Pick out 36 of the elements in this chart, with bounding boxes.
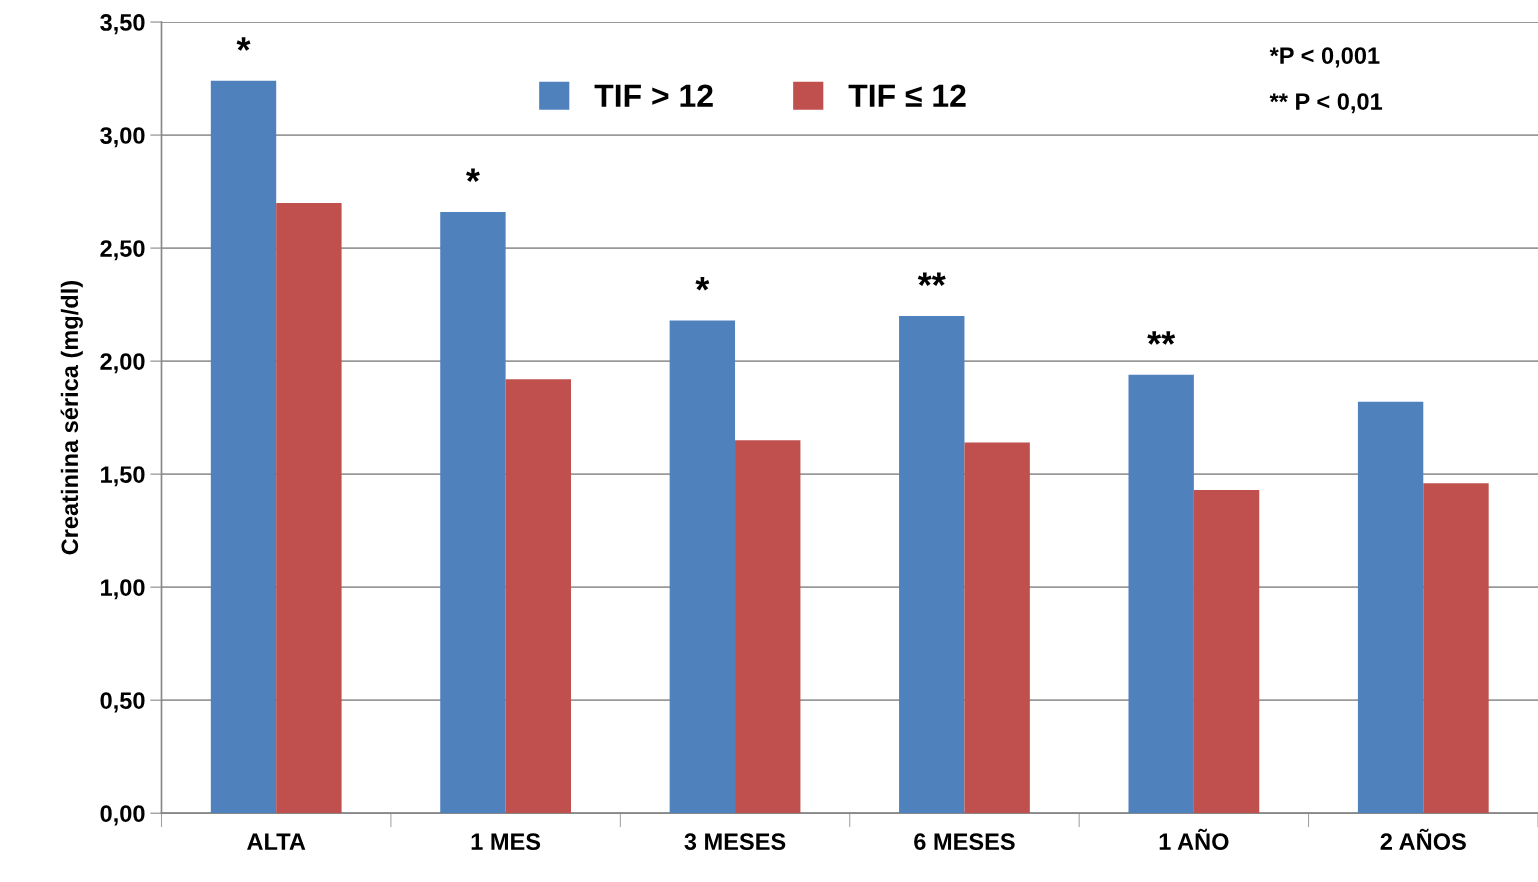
- bar: [669, 320, 736, 814]
- bar: [276, 202, 342, 814]
- bar: [899, 315, 965, 814]
- x-tick-label: 2 AÑOS: [1380, 828, 1466, 850]
- y-tick-label: 0,50: [100, 692, 145, 713]
- legend-label: TIF ≤ 12: [848, 84, 966, 107]
- bar: [1357, 401, 1424, 814]
- annotation: *: [466, 168, 480, 182]
- y-tick-label: 2,50: [100, 240, 145, 261]
- annotation: *: [695, 276, 710, 291]
- y-tick-label: 3,00: [100, 127, 145, 148]
- y-tick-label: 3,50: [100, 14, 145, 35]
- annotation: **: [1147, 331, 1176, 345]
- bar: [1128, 374, 1194, 814]
- annotation: *: [236, 37, 251, 51]
- bar: [964, 442, 1030, 814]
- x-tick-label: 1 MES: [471, 833, 541, 850]
- y-tick-label: 0,00: [100, 805, 145, 826]
- x-tick-label: 3 MESES: [684, 833, 786, 851]
- y-tick-label: 1,00: [101, 579, 145, 600]
- bar: [1193, 489, 1260, 814]
- bar: [210, 80, 277, 814]
- bar: [505, 379, 571, 814]
- y-tick-label: 1,50: [101, 466, 145, 487]
- legend-label: TIF > 12: [594, 84, 713, 107]
- y-axis-title: Creatinina sérica (mg/dl): [60, 281, 83, 555]
- bar: [440, 211, 506, 814]
- x-tick-label: 6 MESES: [914, 833, 1015, 850]
- bar: [1423, 483, 1489, 814]
- y-tick-label: 2,00: [100, 353, 145, 374]
- annotation: *P < 0,001: [1269, 47, 1380, 68]
- annotation: **: [917, 272, 946, 286]
- annotation: ** P < 0,01: [1269, 93, 1383, 114]
- x-tick-label: 1 AÑO: [1159, 828, 1229, 850]
- bar: [735, 440, 801, 814]
- x-tick-label: ALTA: [247, 833, 306, 850]
